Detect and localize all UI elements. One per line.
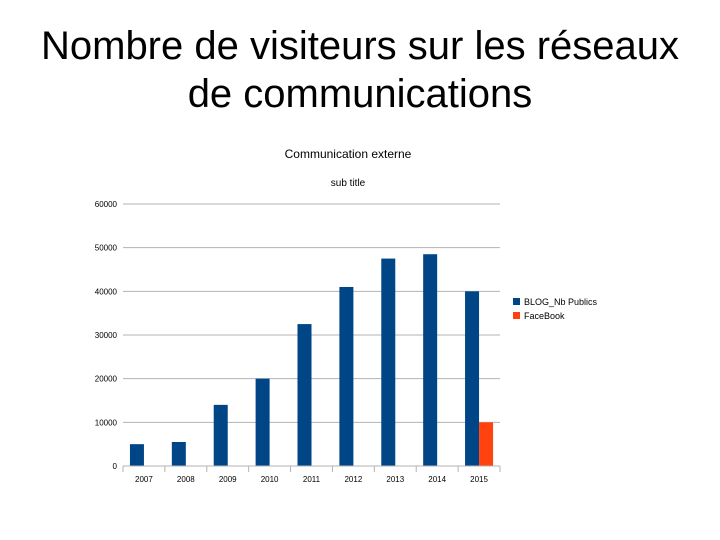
bar-blog-nb-publics <box>465 291 480 466</box>
slide-title: Nombre de visiteurs sur les réseaux de c… <box>20 22 700 118</box>
x-tick-label: 2010 <box>261 475 279 484</box>
x-tick-label: 2007 <box>135 475 153 484</box>
legend: BLOG_Nb Publics FaceBook <box>513 297 598 321</box>
chart-title: Communication externe <box>285 147 412 161</box>
bar-blog-nb-publics <box>129 444 144 466</box>
y-tick-label: 0 <box>113 462 118 471</box>
x-tick-label: 2008 <box>177 475 195 484</box>
x-tick-label: 2012 <box>344 475 362 484</box>
x-tick-label: 2014 <box>428 475 446 484</box>
x-tick-label: 2009 <box>219 475 237 484</box>
bar-blog-nb-publics <box>339 286 354 466</box>
y-tick-label: 20000 <box>95 375 118 384</box>
x-tick-label: 2015 <box>470 475 488 484</box>
bar-blog-nb-publics <box>297 324 312 466</box>
y-tick-label: 40000 <box>95 287 118 296</box>
legend-label: FaceBook <box>524 311 565 321</box>
bar-blog-nb-publics <box>213 404 228 466</box>
y-tick-label: 10000 <box>95 418 118 427</box>
plot-area: 0 10000 20000 30000 40000 50000 60000 2007 2008 2… <box>95 200 501 484</box>
bar-blog-nb-publics <box>255 378 270 466</box>
x-tick-label: 2011 <box>303 475 321 484</box>
y-tick-label: 50000 <box>95 244 118 253</box>
y-tick-label: 60000 <box>95 200 118 209</box>
bar-blog-nb-publics <box>381 258 396 466</box>
legend-swatch <box>513 312 520 319</box>
bar-blog-nb-publics <box>171 441 186 466</box>
legend-swatch <box>513 298 520 305</box>
y-tick-label: 30000 <box>95 331 118 340</box>
bar-facebook <box>479 422 494 466</box>
chart-subtitle: sub title <box>331 178 366 189</box>
slide-title-line-2: de communications <box>187 72 533 116</box>
x-tick-label: 2013 <box>386 475 404 484</box>
bar-blog-nb-publics <box>423 254 438 466</box>
legend-label: BLOG_Nb Publics <box>524 297 598 307</box>
slide-title-line-1: Nombre de visiteurs sur les réseaux <box>40 24 680 68</box>
